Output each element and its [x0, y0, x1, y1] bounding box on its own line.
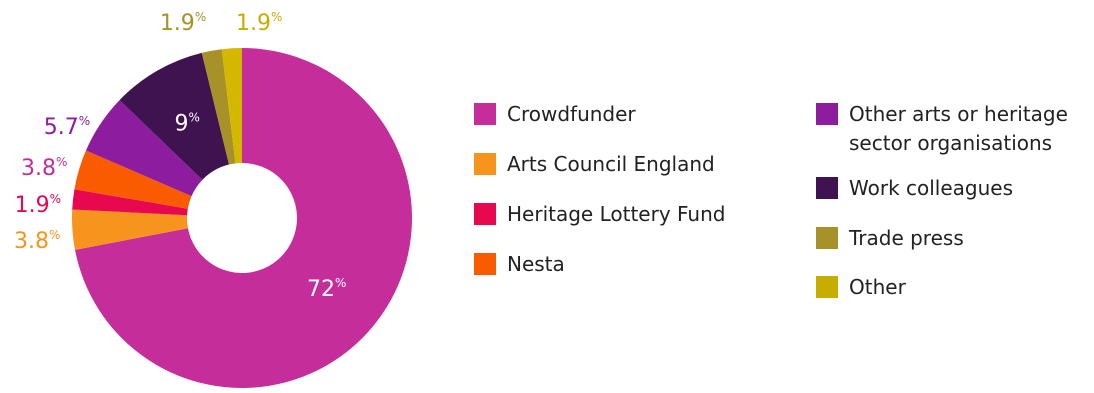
legend-swatch	[816, 276, 838, 298]
legend: Crowdfunder Arts Council England Heritage …	[474, 102, 1068, 299]
legend-item-trade-press: Trade press	[816, 226, 964, 250]
slice-other-arts-or-heritage-sector-organisations	[85, 100, 203, 197]
legend-label: Crowdfunder	[507, 102, 636, 126]
slice-trade-press	[201, 49, 236, 165]
legend-label: sector organisations	[849, 131, 1052, 155]
value-label-other-arts-or-heritage-sector-organisations: 5.7%	[44, 114, 90, 140]
slice-other	[221, 48, 242, 164]
value-label-work-colleagues: 9%	[174, 111, 199, 137]
value-label-nesta: 3.8%	[21, 155, 67, 181]
value-label-heritage-lottery-fund: 1.9%	[15, 192, 61, 218]
slice-nesta	[74, 150, 192, 209]
legend-label: Heritage Lottery Fund	[507, 202, 725, 226]
legend-item-nesta: Nesta	[474, 252, 565, 276]
value-label-other: 1.9%	[236, 10, 282, 36]
legend-swatch	[816, 177, 838, 199]
legend-item-crowdfunder: Crowdfunder	[474, 102, 636, 126]
value-label-trade-press: 1.9%	[160, 10, 206, 36]
legend-item-work-colleagues: Work colleagues	[816, 176, 1013, 200]
legend-label: Arts Council England	[507, 152, 715, 176]
legend-label: Other	[849, 275, 907, 299]
value-label-crowdfunder: 72%	[307, 276, 346, 302]
legend-item-arts-council-england: Arts Council England	[474, 152, 715, 176]
legend-swatch	[474, 103, 496, 125]
legend-item-heritage-lottery-fund: Heritage Lottery Fund	[474, 202, 725, 226]
legend-item-other-arts-or-heritage: Other arts or heritage sector organisatio…	[816, 102, 1068, 155]
legend-swatch	[816, 227, 838, 249]
legend-swatch	[474, 253, 496, 275]
slice-heritage-lottery-fund	[72, 189, 188, 216]
donut-slices	[71, 48, 412, 389]
slice-crowdfunder	[75, 48, 412, 389]
legend-item-other: Other	[816, 275, 907, 299]
slice-arts-council-england	[71, 209, 188, 250]
legend-swatch	[474, 153, 496, 175]
slice-labels: 72% 3.8% 1.9% 3.8% 5.7% 9% 1.9% 1.9%	[14, 10, 346, 302]
legend-label: Work colleagues	[849, 176, 1013, 200]
legend-label: Nesta	[507, 252, 565, 276]
legend-label: Trade press	[848, 226, 964, 250]
value-label-arts-council-england: 3.8%	[14, 228, 60, 254]
legend-label: Other arts or heritage	[849, 102, 1068, 126]
slice-work-colleagues	[119, 52, 229, 180]
legend-swatch	[816, 103, 838, 125]
legend-swatch	[474, 203, 496, 225]
